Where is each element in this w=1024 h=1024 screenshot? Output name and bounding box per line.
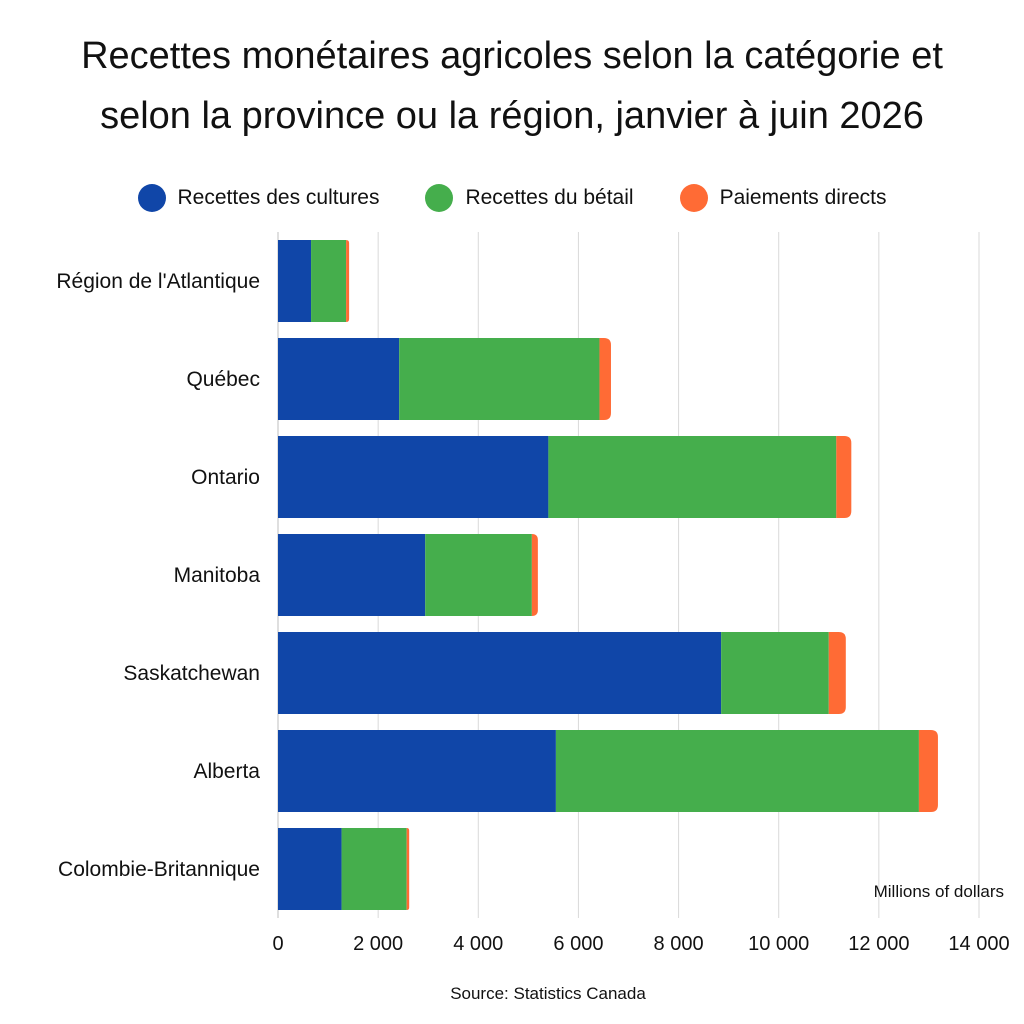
bar-payments-ontario	[836, 436, 852, 518]
bar-crops-region-de-l-atlantique	[278, 240, 312, 322]
x-tick-label-6000: 6 000	[553, 933, 603, 955]
legend-swatch-livestock	[425, 184, 454, 212]
x-tick-label-14000: 14 000	[948, 933, 1009, 955]
bar-payments-saskatchewan	[828, 632, 846, 714]
x-tick-label-12000: 12 000	[848, 933, 909, 955]
legend-item-payments: Paiements directs	[679, 184, 887, 212]
category-label-saskatchewan: Saskatchewan	[123, 662, 260, 685]
bar-crops-manitoba	[278, 534, 426, 616]
chart-title-line-2: selon la province ou la région, janvier …	[100, 95, 924, 137]
legend-label-crops: Recettes des cultures	[177, 186, 380, 209]
source-note: Source: Statistics Canada	[450, 984, 646, 1003]
bar-payments-quebec	[599, 338, 611, 420]
legend-label-livestock: Recettes du bétail	[465, 186, 634, 209]
category-label-region-de-l-atlantique: Région de l'Atlantique	[56, 270, 260, 293]
bar-crops-alberta	[278, 730, 556, 812]
x-tick-label-0: 0	[272, 933, 283, 955]
bars	[278, 240, 938, 910]
bar-crops-saskatchewan	[278, 632, 722, 714]
x-tick-label-8000: 8 000	[654, 933, 704, 955]
legend-label-payments: Paiements directs	[719, 186, 887, 209]
x-tick-label-2000: 2 000	[353, 933, 403, 955]
bar-livestock-region-de-l-atlantique	[311, 240, 347, 322]
x-tick-label-4000: 4 000	[453, 933, 503, 955]
bar-livestock-quebec	[399, 338, 600, 420]
bar-crops-ontario	[278, 436, 549, 518]
x-tick-labels: 0 2 000 4 000 6 000 8 000 10 000 12 000 14 000	[272, 933, 1009, 955]
category-label-alberta: Alberta	[193, 760, 260, 783]
chart-title: Recettes monétaires agricoles selon la c…	[0, 26, 1024, 146]
legend-swatch-crops	[137, 184, 166, 212]
bar-payments-region-de-l-atlantique	[346, 240, 350, 322]
x-axis-unit-label: Millions of dollars	[873, 882, 1004, 901]
bar-livestock-manitoba	[425, 534, 532, 616]
legend: Recettes des cultures Recettes du bétail…	[0, 184, 1024, 212]
category-label-ontario: Ontario	[191, 466, 260, 489]
bar-payments-alberta	[918, 730, 938, 812]
bar-livestock-colombie-britannique	[341, 828, 407, 910]
x-tick-label-10000: 10 000	[748, 933, 809, 955]
bar-payments-colombie-britannique	[406, 828, 410, 910]
legend-swatch-payments	[679, 184, 708, 212]
bar-crops-colombie-britannique	[278, 828, 342, 910]
bar-crops-quebec	[278, 338, 400, 420]
chart-title-line-1: Recettes monétaires agricoles selon la c…	[81, 35, 943, 77]
legend-item-crops: Recettes des cultures	[137, 184, 380, 212]
category-label-colombie-britannique: Colombie-Britannique	[58, 858, 260, 881]
bar-livestock-saskatchewan	[721, 632, 829, 714]
bar-livestock-alberta	[555, 730, 919, 812]
bar-livestock-ontario	[548, 436, 837, 518]
legend-item-livestock: Recettes du bétail	[425, 184, 634, 212]
category-label-quebec: Québec	[186, 368, 260, 391]
bar-payments-manitoba	[531, 534, 538, 616]
category-label-manitoba: Manitoba	[174, 564, 261, 587]
category-labels: Région de l'Atlantique Québec Ontario Manit…	[56, 270, 260, 881]
